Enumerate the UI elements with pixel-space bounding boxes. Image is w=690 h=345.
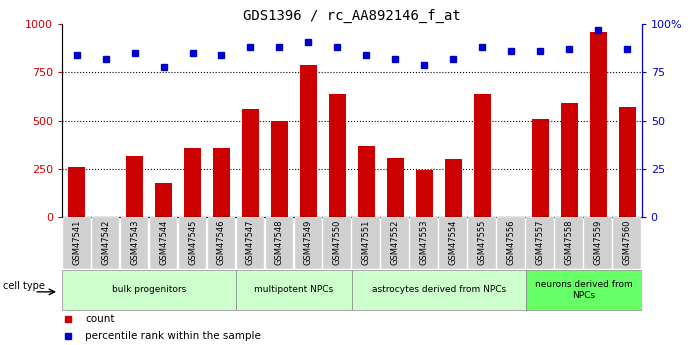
Text: percentile rank within the sample: percentile rank within the sample bbox=[86, 332, 261, 341]
Bar bbox=[444, 159, 462, 217]
Bar bbox=[63, 217, 90, 269]
Text: GSM47544: GSM47544 bbox=[159, 220, 168, 265]
Text: GSM47545: GSM47545 bbox=[188, 220, 197, 265]
Text: GSM47546: GSM47546 bbox=[217, 220, 226, 265]
Bar bbox=[613, 217, 641, 269]
Text: GSM47550: GSM47550 bbox=[333, 220, 342, 265]
Bar bbox=[469, 217, 496, 269]
Text: neurons derived from
NPCs: neurons derived from NPCs bbox=[535, 280, 633, 299]
Bar bbox=[353, 217, 380, 269]
Bar bbox=[295, 217, 322, 269]
Text: count: count bbox=[86, 314, 115, 324]
Text: cell type: cell type bbox=[3, 281, 45, 290]
Bar bbox=[415, 170, 433, 217]
Bar bbox=[473, 94, 491, 217]
Text: GSM47549: GSM47549 bbox=[304, 220, 313, 265]
Bar bbox=[62, 270, 236, 310]
Bar bbox=[560, 104, 578, 217]
Bar bbox=[324, 217, 351, 269]
Title: GDS1396 / rc_AA892146_f_at: GDS1396 / rc_AA892146_f_at bbox=[243, 9, 461, 23]
Bar bbox=[526, 217, 554, 269]
Text: GSM47548: GSM47548 bbox=[275, 220, 284, 265]
Bar bbox=[270, 121, 288, 217]
Text: GSM47547: GSM47547 bbox=[246, 220, 255, 265]
Bar bbox=[357, 146, 375, 217]
Text: GSM47556: GSM47556 bbox=[506, 220, 516, 265]
Bar bbox=[155, 183, 172, 217]
Bar bbox=[121, 217, 148, 269]
Text: GSM47543: GSM47543 bbox=[130, 220, 139, 265]
Text: GSM47555: GSM47555 bbox=[477, 220, 487, 265]
Text: bulk progenitors: bulk progenitors bbox=[112, 285, 186, 294]
Bar bbox=[526, 270, 642, 310]
Text: GSM47558: GSM47558 bbox=[564, 220, 574, 265]
Text: GSM47552: GSM47552 bbox=[391, 220, 400, 265]
Text: GSM47554: GSM47554 bbox=[448, 220, 458, 265]
Bar bbox=[266, 217, 293, 269]
Text: GSM47553: GSM47553 bbox=[420, 220, 429, 265]
Bar bbox=[92, 217, 119, 269]
Bar bbox=[213, 148, 230, 217]
Bar bbox=[299, 65, 317, 217]
Bar bbox=[584, 217, 612, 269]
Bar bbox=[68, 167, 86, 217]
Text: GSM47557: GSM47557 bbox=[535, 220, 545, 265]
Bar bbox=[126, 156, 144, 217]
Bar bbox=[236, 270, 352, 310]
Bar bbox=[531, 119, 549, 217]
Text: astrocytes derived from NPCs: astrocytes derived from NPCs bbox=[372, 285, 506, 294]
Bar bbox=[241, 109, 259, 217]
Bar bbox=[618, 107, 636, 217]
Bar bbox=[382, 217, 409, 269]
Bar bbox=[411, 217, 438, 269]
Bar bbox=[328, 94, 346, 217]
Bar bbox=[352, 270, 526, 310]
Bar bbox=[237, 217, 264, 269]
Bar bbox=[555, 217, 583, 269]
Bar bbox=[386, 158, 404, 217]
Bar bbox=[589, 32, 607, 217]
Text: GSM47560: GSM47560 bbox=[622, 220, 632, 265]
Bar bbox=[150, 217, 177, 269]
Text: GSM47551: GSM47551 bbox=[362, 220, 371, 265]
Text: GSM47541: GSM47541 bbox=[72, 220, 81, 265]
Bar bbox=[208, 217, 235, 269]
Bar bbox=[440, 217, 467, 269]
Bar bbox=[497, 217, 525, 269]
Text: GSM47542: GSM47542 bbox=[101, 220, 110, 265]
Text: GSM47559: GSM47559 bbox=[593, 220, 603, 265]
Bar bbox=[184, 148, 201, 217]
Bar bbox=[179, 217, 206, 269]
Text: multipotent NPCs: multipotent NPCs bbox=[255, 285, 333, 294]
